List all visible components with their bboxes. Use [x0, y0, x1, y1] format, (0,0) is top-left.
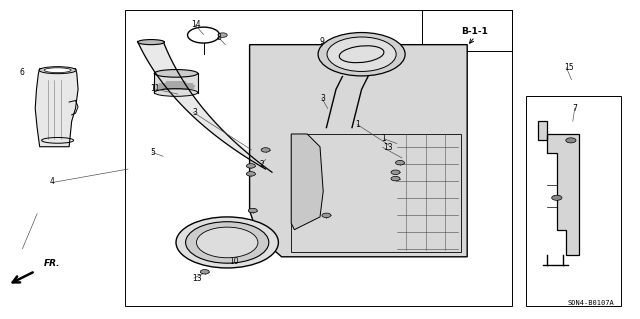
- Text: 3: 3: [192, 108, 197, 117]
- Circle shape: [391, 176, 400, 181]
- Circle shape: [218, 33, 227, 37]
- Polygon shape: [538, 121, 579, 255]
- Circle shape: [391, 170, 400, 174]
- Circle shape: [246, 164, 255, 168]
- Text: 13: 13: [192, 274, 202, 283]
- Polygon shape: [250, 45, 467, 257]
- Circle shape: [552, 195, 562, 200]
- Bar: [125, 10, 512, 306]
- Text: SDN4-B0107A: SDN4-B0107A: [568, 300, 614, 306]
- Circle shape: [396, 160, 404, 165]
- Text: 5: 5: [150, 148, 156, 157]
- Circle shape: [327, 37, 396, 71]
- Polygon shape: [35, 69, 78, 147]
- Text: FR.: FR.: [44, 259, 60, 268]
- Text: 9: 9: [320, 37, 325, 46]
- Circle shape: [248, 208, 257, 213]
- Text: 13: 13: [383, 143, 392, 152]
- Text: B-1-1: B-1-1: [461, 27, 488, 36]
- Ellipse shape: [154, 89, 198, 96]
- Polygon shape: [154, 73, 198, 93]
- Ellipse shape: [44, 68, 71, 73]
- Text: 14: 14: [191, 20, 200, 29]
- Circle shape: [322, 213, 331, 218]
- Text: 1: 1: [381, 134, 385, 143]
- Polygon shape: [291, 134, 323, 230]
- Circle shape: [186, 222, 269, 263]
- Circle shape: [566, 138, 576, 143]
- Circle shape: [261, 148, 270, 152]
- Bar: [422, 10, 512, 51]
- Circle shape: [196, 227, 258, 258]
- Ellipse shape: [39, 67, 76, 74]
- Text: 3: 3: [320, 94, 325, 103]
- Ellipse shape: [138, 40, 164, 45]
- Bar: [526, 96, 621, 306]
- Text: 8: 8: [216, 33, 221, 42]
- Text: 7: 7: [573, 104, 578, 113]
- Bar: [291, 134, 461, 252]
- Ellipse shape: [154, 70, 198, 77]
- Circle shape: [176, 217, 278, 268]
- Circle shape: [200, 270, 209, 274]
- Circle shape: [246, 172, 255, 176]
- Text: 1: 1: [355, 120, 360, 129]
- Circle shape: [318, 33, 405, 76]
- Text: 4: 4: [50, 177, 55, 186]
- Text: 10: 10: [229, 257, 239, 266]
- Text: 6: 6: [19, 68, 24, 77]
- Text: 15: 15: [564, 63, 574, 72]
- Text: 2: 2: [259, 160, 264, 169]
- Text: 11: 11: [150, 84, 160, 93]
